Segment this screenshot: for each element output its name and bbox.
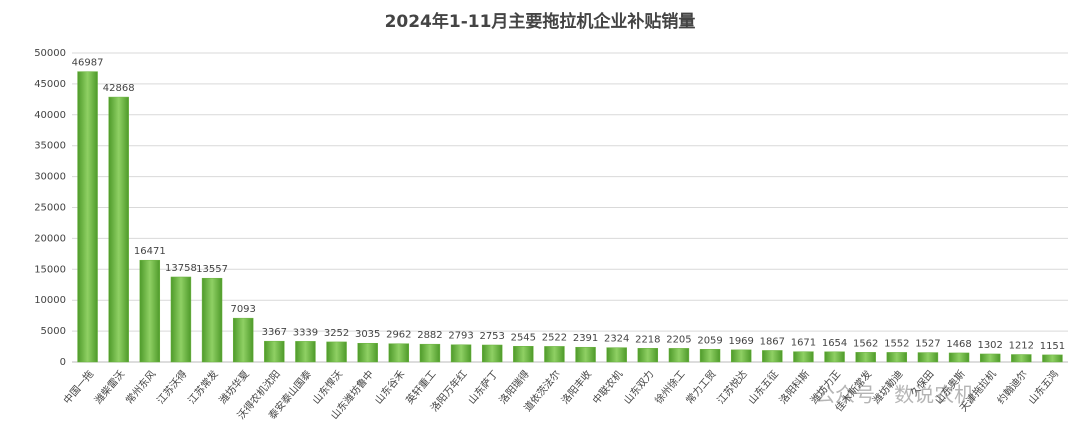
value-label: 1969: [728, 336, 753, 347]
value-label: 3367: [262, 327, 287, 338]
bar: [481, 344, 503, 363]
chart-title: 2024年1-11月主要拖拉机企业补贴销量: [385, 11, 696, 32]
value-label: 46987: [72, 58, 104, 69]
value-label: 2218: [635, 334, 660, 345]
bar: [388, 343, 410, 363]
x-tick-label: 山东双力: [621, 368, 657, 407]
x-tick-label: 山东萨丁: [465, 368, 501, 407]
x-tick-label: 江苏常发: [185, 368, 221, 407]
value-label: 13758: [165, 263, 197, 274]
bar: [606, 347, 627, 363]
value-label: 2205: [666, 334, 691, 345]
x-tick-label: 江苏悦达: [714, 368, 750, 407]
x-tick-label: 洛阳瑞得: [496, 368, 532, 407]
x-tick-label: 约翰迪尔: [994, 368, 1030, 407]
value-label: 2962: [386, 330, 411, 341]
value-label: 2882: [417, 330, 442, 341]
y-tick-label: 50000: [34, 48, 66, 59]
bar: [699, 349, 721, 363]
bar: [575, 346, 596, 363]
value-label: 2324: [604, 334, 629, 345]
value-label: 1654: [822, 338, 847, 349]
value-label: 16471: [134, 246, 166, 257]
value-label: 1527: [915, 339, 940, 350]
bar: [170, 276, 192, 363]
value-label: 1671: [791, 338, 816, 349]
value-label: 2059: [697, 335, 722, 346]
y-tick-label: 40000: [34, 110, 66, 121]
value-label: 1867: [760, 336, 785, 347]
value-label: 13557: [196, 264, 228, 275]
y-tick-label: 35000: [34, 141, 66, 152]
value-label: 2522: [542, 332, 567, 343]
bar: [513, 346, 534, 363]
x-tick-label: 江苏沃得: [154, 368, 190, 407]
x-tick-label: 中国一拖: [60, 368, 96, 407]
bar: [793, 351, 814, 363]
bar: [979, 353, 1001, 363]
bar: [544, 346, 565, 363]
value-label: 3339: [293, 327, 318, 338]
bar: [326, 341, 347, 363]
x-tick-label: 中联农机: [590, 368, 626, 407]
value-label: 1212: [1009, 341, 1034, 352]
value-label: 3035: [355, 329, 380, 340]
bar: [824, 351, 845, 363]
value-label: 7093: [230, 304, 255, 315]
bar: [139, 259, 161, 363]
value-label: 1552: [884, 338, 909, 349]
x-tick-label: 洛阳科斯: [776, 368, 812, 407]
x-tick-label: 洛阳丰收: [558, 368, 594, 407]
bar: [295, 341, 316, 363]
bar: [450, 344, 472, 363]
value-label: 2545: [511, 332, 536, 343]
watermark: 公众号 · 数说农机: [815, 383, 974, 407]
y-tick-label: 15000: [34, 264, 66, 275]
y-tick-label: 10000: [34, 295, 66, 306]
y-tick-label: 5000: [41, 326, 66, 337]
x-tick-label: 英轩重工: [403, 368, 439, 407]
bar: [201, 277, 223, 363]
bar: [357, 342, 378, 363]
y-tick-label: 30000: [34, 172, 66, 183]
x-tick-label: 山东五征: [745, 368, 781, 407]
bar: [855, 352, 876, 363]
x-tick-label: 潍坊华夏: [216, 368, 252, 407]
value-label: 2793: [448, 331, 473, 342]
value-label: 1562: [853, 338, 878, 349]
x-tick-label: 潍柴雷沃: [92, 368, 128, 407]
bar: [730, 349, 752, 363]
bar: [77, 71, 98, 363]
value-label: 3252: [324, 328, 349, 339]
y-tick-label: 20000: [34, 233, 66, 244]
bar: [668, 348, 690, 363]
bar: [108, 96, 129, 363]
bar: [419, 343, 441, 363]
y-tick-label: 45000: [34, 79, 66, 90]
bar: [1011, 354, 1032, 363]
y-tick-label: 25000: [34, 203, 66, 214]
x-tick-label: 徐州徐工: [652, 368, 688, 407]
bar: [637, 348, 659, 363]
value-label: 2391: [573, 333, 598, 344]
x-tick-label: 常力工贸: [683, 368, 719, 407]
bar: [762, 350, 783, 363]
value-label: 1302: [977, 340, 1002, 351]
x-tick-label: 山东悍沃: [309, 368, 345, 407]
bar: [948, 352, 970, 363]
bar: [1042, 354, 1063, 363]
bar: [232, 317, 254, 363]
value-label: 2753: [479, 331, 504, 342]
value-label: 42868: [103, 83, 135, 94]
bar: [917, 352, 939, 363]
x-tick-label: 常州东风: [123, 368, 159, 407]
bar: [264, 340, 285, 363]
value-label: 1151: [1040, 341, 1065, 352]
x-tick-label: 山东五鸿: [1025, 368, 1061, 407]
x-tick-label: 山东谷禾: [372, 368, 408, 407]
bar: [886, 352, 908, 363]
y-tick-label: 0: [60, 357, 66, 368]
value-label: 1468: [946, 339, 971, 350]
